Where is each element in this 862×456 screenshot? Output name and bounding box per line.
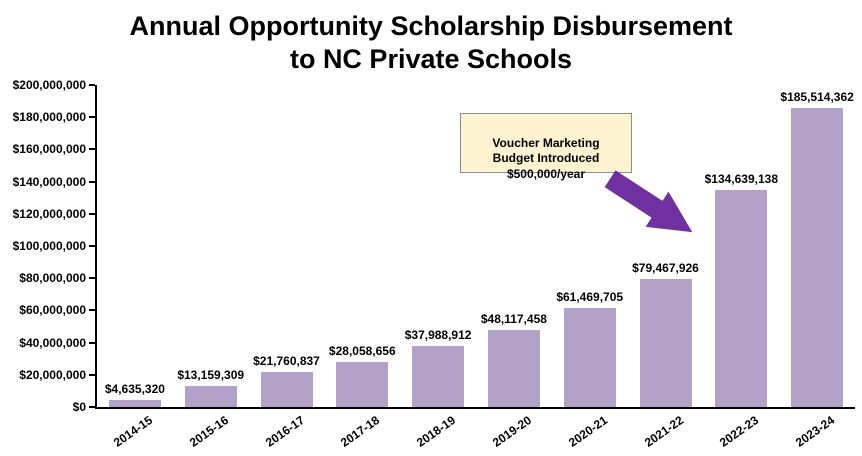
y-tick-label: $120,000,000	[12, 206, 86, 221]
y-tick-label: $180,000,000	[12, 110, 86, 125]
bar	[108, 399, 161, 407]
bar-value-label: $28,058,656	[328, 343, 396, 358]
x-tick-label: 2023-24	[793, 413, 838, 450]
bar	[715, 190, 768, 407]
arrow-shape	[604, 170, 693, 233]
y-tick-label: $160,000,000	[12, 142, 86, 157]
y-tick-mark	[89, 406, 95, 408]
y-tick-mark	[89, 116, 95, 119]
bar-value-label: $185,514,362	[780, 90, 854, 105]
y-tick-label: $100,000,000	[12, 239, 86, 253]
y-tick-mark	[89, 373, 95, 376]
x-tick-label: 2015-16	[186, 413, 231, 450]
x-tick-label: 2014-15	[110, 413, 155, 450]
bar	[336, 361, 389, 407]
bar	[412, 345, 465, 407]
chart-title-line2: to NC Private Schools	[289, 43, 573, 74]
annotation-text: Voucher Marketing Budget Introduced $500…	[492, 135, 600, 181]
annotation-arrow-icon	[604, 170, 693, 233]
bar	[260, 371, 313, 407]
annotation-callout: Voucher Marketing Budget Introduced $500…	[460, 113, 632, 181]
x-tick-label: 2020-21	[565, 413, 610, 450]
y-tick-mark	[89, 84, 95, 86]
bar-value-label: $21,760,837	[253, 353, 320, 368]
x-tick-label: 2016-17	[262, 413, 307, 450]
bar	[639, 279, 692, 407]
bar-value-label: $37,988,912	[404, 327, 472, 342]
bar-value-label: $48,117,458	[480, 311, 547, 326]
y-tick-mark	[89, 277, 95, 280]
y-tick-label: $200,000,000	[12, 78, 86, 92]
bar	[563, 308, 616, 407]
chart-title: Annual Opportunity Scholarship Disbursem…	[0, 10, 862, 76]
y-tick-mark	[89, 341, 95, 344]
chart-title-line1: Annual Opportunity Scholarship Disbursem…	[129, 11, 733, 41]
plot-area: $4,635,320 $13,159,309 $21,760,837 $28,058,…	[95, 85, 855, 409]
bar-value-label: $61,469,705	[556, 290, 624, 305]
y-tick-mark	[89, 245, 95, 247]
y-tick-mark	[89, 309, 95, 312]
x-tick-label: 2022-23	[717, 413, 762, 450]
y-tick-label: $0	[72, 400, 86, 414]
bar	[184, 385, 237, 407]
y-tick-mark	[89, 148, 95, 151]
x-tick-label: 2019-20	[489, 413, 534, 450]
x-tick-label: 2021-22	[641, 413, 686, 450]
bar	[791, 108, 844, 407]
y-tick-label: $80,000,000	[19, 271, 86, 286]
bar	[487, 329, 540, 407]
x-tick-label: 2017-18	[338, 413, 383, 450]
bar-value-label: $4,635,320	[104, 381, 165, 396]
y-tick-label: $140,000,000	[12, 174, 86, 189]
y-tick-mark	[89, 212, 95, 215]
y-tick-mark	[89, 180, 95, 183]
bar-value-label: $134,639,138	[704, 172, 778, 187]
y-tick-label: $40,000,000	[19, 335, 86, 350]
x-tick-label: 2018-19	[414, 413, 459, 450]
y-tick-label: $60,000,000	[19, 303, 86, 318]
bar-value-label: $13,159,309	[177, 367, 245, 382]
bar-value-label: $79,467,926	[632, 261, 699, 276]
y-tick-label: $20,000,000	[19, 367, 86, 382]
